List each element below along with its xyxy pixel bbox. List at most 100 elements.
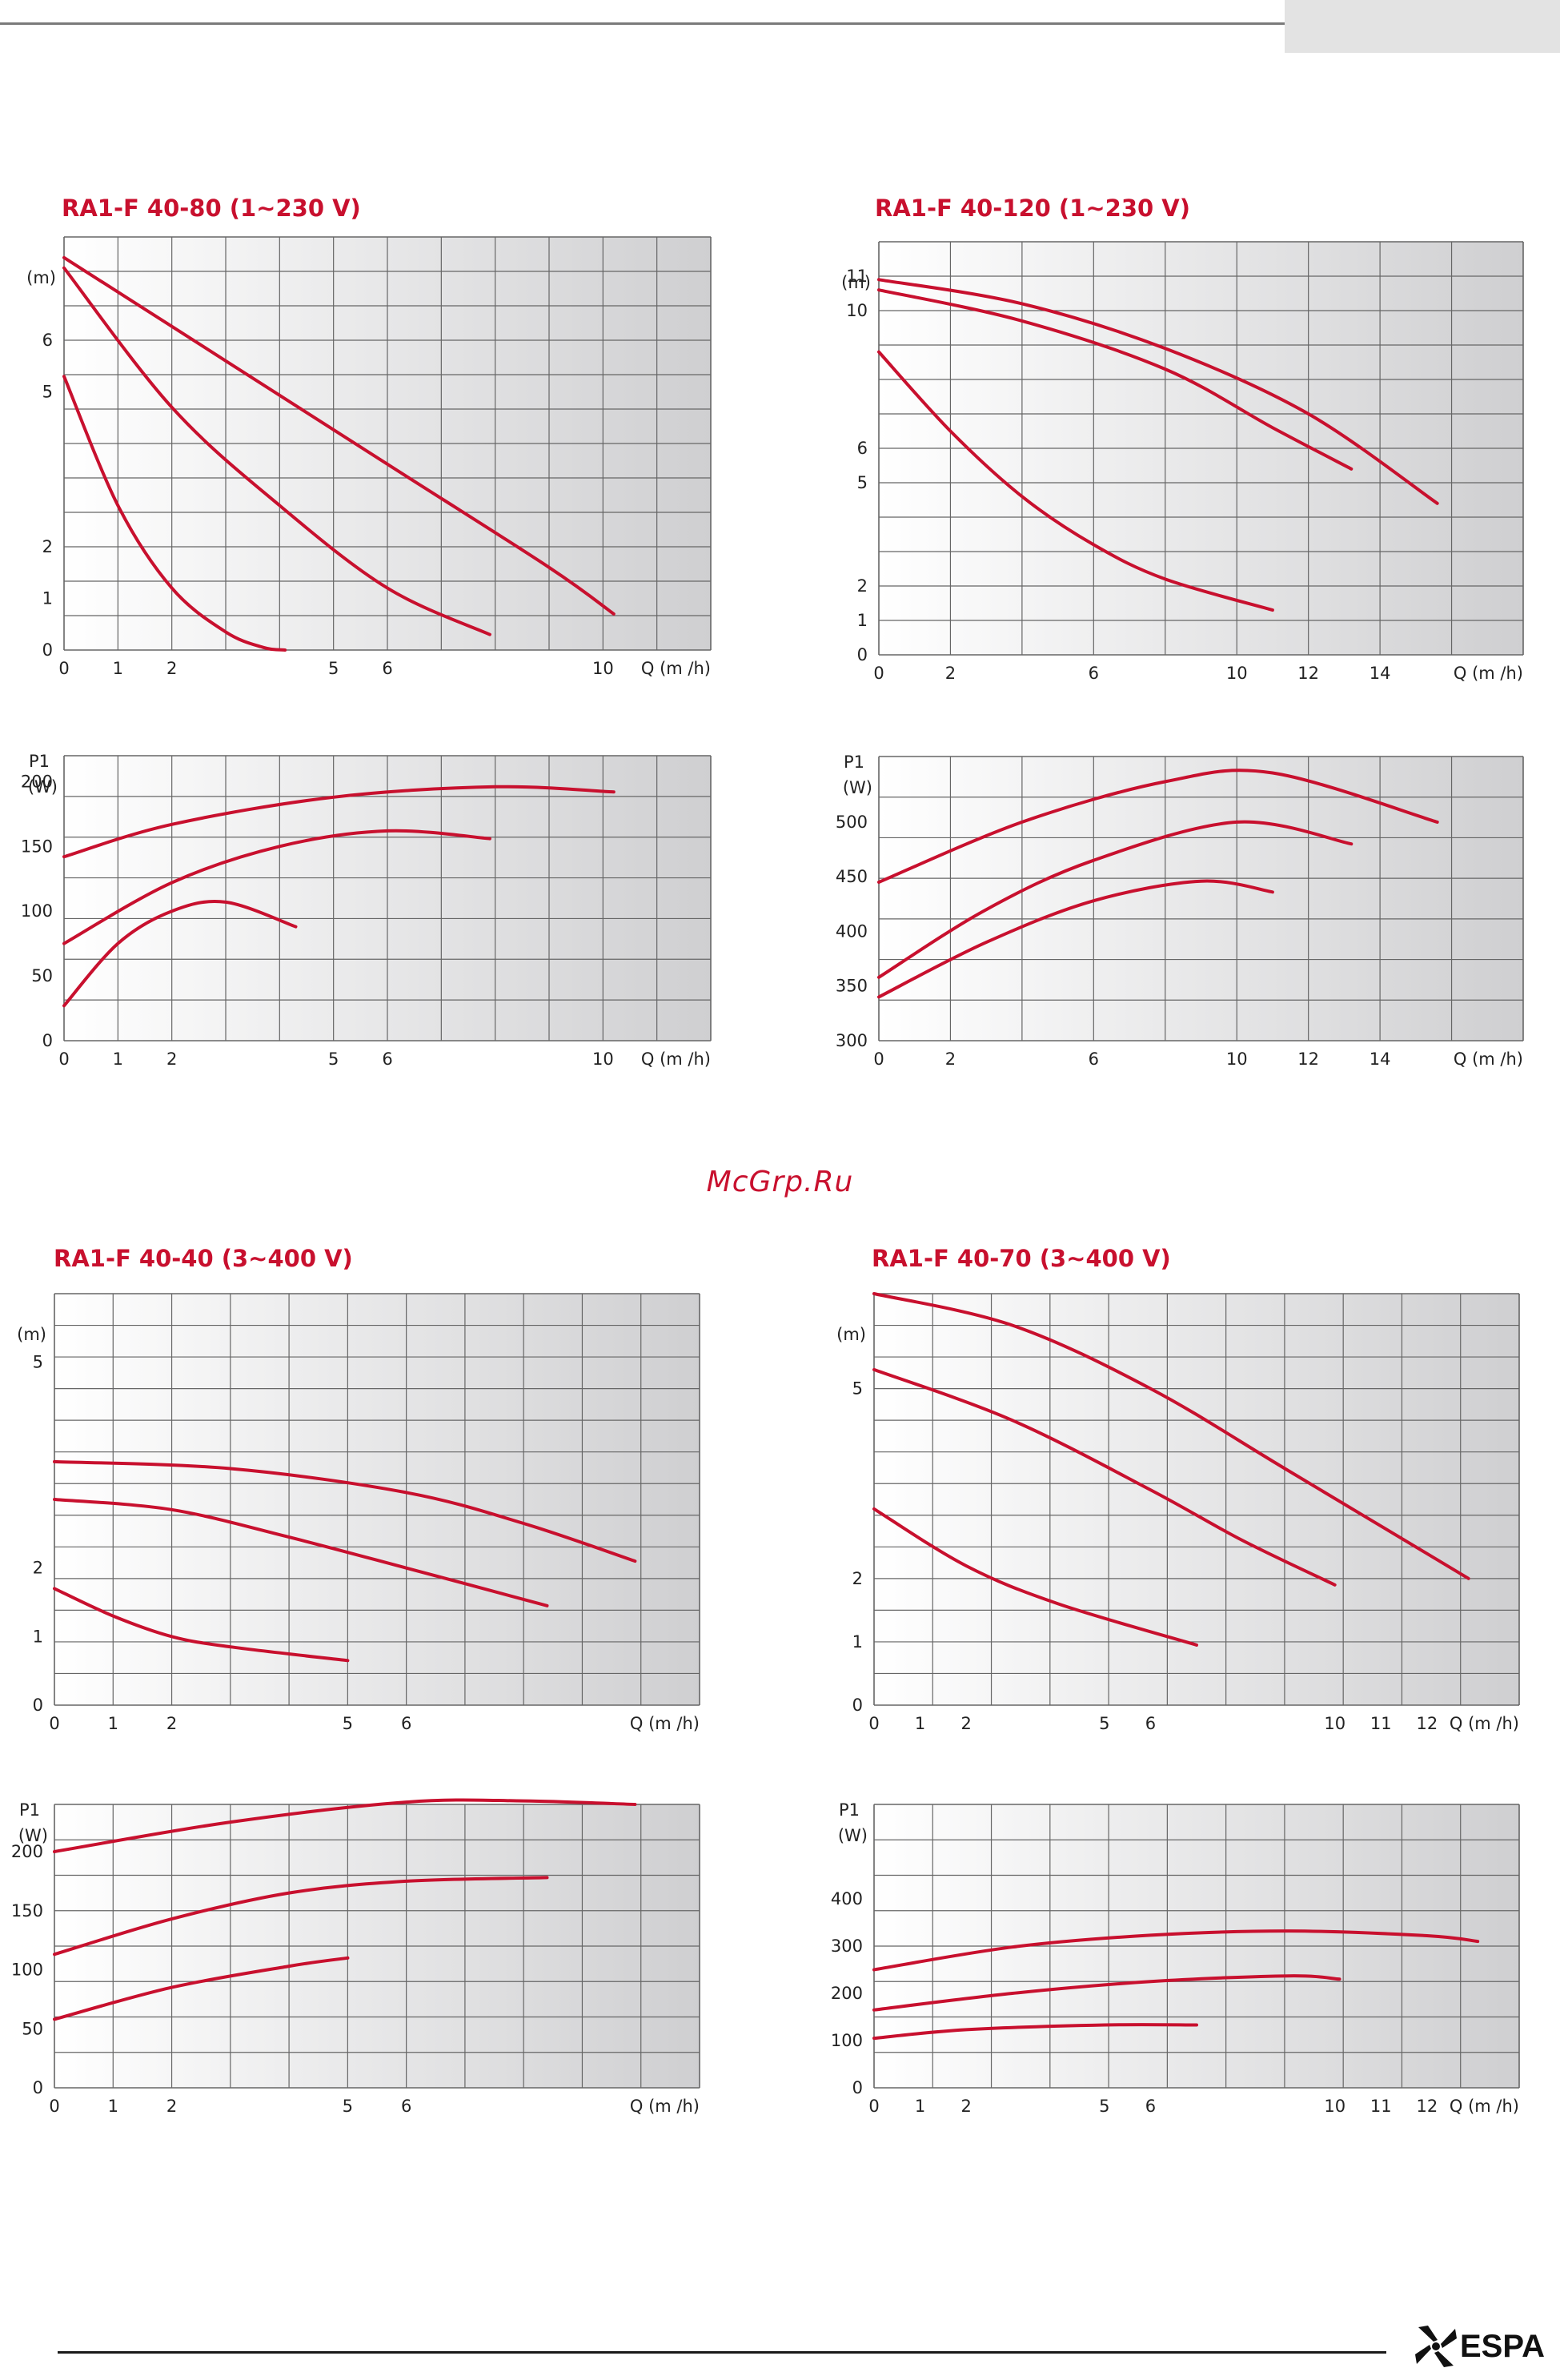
plot-area	[54, 1294, 700, 1705]
chart-c1: 0 1 2 5 6 10 Q (m /h) 0 1 2 5 6 (m)	[26, 236, 712, 678]
series-curve-3	[53, 1459, 637, 1563]
x-axis-label: Q (m /h)	[1450, 1714, 1519, 1733]
series-curve-3	[62, 785, 616, 859]
x-tick-label: 0	[868, 1714, 879, 1733]
y-tick-label: 1	[33, 1627, 43, 1646]
x-tick-label: 6	[1145, 1714, 1156, 1733]
plot-area	[879, 757, 1523, 1041]
x-tick-label: 0	[873, 664, 884, 683]
x-tick-label: 5	[343, 1714, 353, 1733]
series-curve-1	[62, 900, 298, 1008]
y-tick-label: 5	[42, 383, 53, 402]
series-curve-3	[877, 769, 1439, 884]
y-tick-label: 500	[836, 813, 868, 832]
espa-swirl-icon	[1415, 2326, 1457, 2367]
series-curve-3	[877, 278, 1439, 505]
y-tick-label: 2	[857, 576, 868, 596]
x-tick-label: 2	[166, 659, 177, 678]
y-axis-label: P1	[844, 753, 864, 772]
y-tick-label: 1	[852, 1632, 863, 1652]
y-axis-label: (m)	[17, 1325, 46, 1344]
y-axis-unit-label: (W)	[28, 777, 58, 797]
x-tick-label: 0	[58, 659, 69, 678]
series-curve-2	[872, 1367, 1337, 1587]
header-tab-block	[1285, 0, 1560, 53]
x-axis-label: Q (m /h)	[1454, 1050, 1523, 1069]
x-tick-label: 2	[945, 1050, 956, 1069]
y-tick-label: 200	[11, 1842, 43, 1861]
x-tick-label: 10	[592, 1050, 614, 1069]
y-axis-label: (m)	[836, 1325, 866, 1344]
y-tick-label: 0	[33, 1696, 43, 1715]
chart-title-ra1-f-40-40: RA1-F 40-40 (3~400 V)	[54, 1245, 353, 1272]
chart-c4: 0 2 6 10 12 14 Q (m /h) 300 350 400 450 500 P1 (W)	[836, 753, 1524, 1069]
x-tick-label: 14	[1370, 1050, 1391, 1069]
series-curve-2	[877, 820, 1353, 979]
series-curve-2	[62, 266, 491, 636]
chart-c7: 0 1 2 5 6 Q (m /h) 0 50 100 150 200 P1 (W)	[11, 1798, 700, 2116]
y-tick-label: 1	[857, 611, 868, 630]
x-tick-label: 1	[113, 1050, 123, 1069]
y-axis-unit-label: (W)	[18, 1826, 48, 1845]
x-tick-label: 12	[1416, 1714, 1438, 1733]
y-tick-label: 100	[21, 901, 53, 921]
x-tick-label: 11	[1370, 2097, 1392, 2116]
x-tick-label: 5	[328, 659, 339, 678]
series-curve-3	[872, 1292, 1470, 1580]
y-tick-label: 200	[831, 1984, 863, 2003]
y-tick-label: 0	[857, 645, 868, 664]
y-tick-label: 0	[42, 640, 53, 660]
y-tick-label: 1	[42, 589, 53, 608]
x-tick-label: 10	[592, 659, 614, 678]
y-tick-label: 300	[831, 1937, 863, 1956]
series-curve-2	[877, 288, 1353, 471]
series-curve-1	[53, 1956, 350, 2021]
x-tick-label: 2	[166, 2097, 177, 2116]
x-tick-label: 6	[1089, 1050, 1099, 1069]
chart-title-ra1-f-40-70: RA1-F 40-70 (3~400 V)	[872, 1245, 1171, 1272]
y-tick-label: 6	[42, 331, 53, 350]
x-tick-label: 6	[382, 1050, 392, 1069]
y-axis-label: P1	[29, 752, 50, 771]
series-curve-2	[62, 829, 491, 945]
series-curve-1	[872, 2023, 1198, 2041]
y-axis-unit-label: (W)	[843, 778, 872, 797]
y-axis-unit-label: (W)	[838, 1826, 868, 1845]
y-tick-label: 10	[846, 301, 868, 320]
y-tick-label: 200	[21, 772, 53, 791]
y-tick-label: 0	[42, 1031, 53, 1050]
x-axis-label: Q (m /h)	[1450, 2097, 1519, 2116]
watermark-text: McGrp.Ru	[706, 1166, 854, 1198]
y-tick-label: 0	[852, 1696, 863, 1715]
y-tick-label: 5	[857, 473, 868, 492]
series-curve-3	[53, 1798, 637, 1853]
x-axis-label: Q (m /h)	[630, 2097, 700, 2116]
y-tick-label: 5	[852, 1379, 863, 1399]
series-curve-1	[62, 375, 287, 652]
x-tick-label: 10	[1226, 1050, 1248, 1069]
x-tick-label: 1	[113, 659, 123, 678]
x-axis-label: Q (m /h)	[641, 659, 711, 678]
x-tick-label: 10	[1226, 664, 1248, 683]
y-tick-label: 100	[831, 2031, 863, 2050]
series-curve-3	[872, 1929, 1480, 1972]
y-tick-label: 0	[852, 2078, 863, 2097]
y-tick-label: 150	[11, 1901, 43, 1920]
y-tick-label: 300	[836, 1031, 868, 1050]
x-axis-label: Q (m /h)	[630, 1714, 700, 1733]
x-tick-label: 2	[960, 1714, 971, 1733]
x-tick-label: 1	[108, 2097, 118, 2116]
x-tick-label: 5	[1099, 2097, 1109, 2116]
y-tick-label: 450	[836, 867, 868, 886]
series-curve-2	[872, 1974, 1341, 2012]
y-tick-label: 400	[831, 1889, 863, 1908]
x-axis-label: Q (m /h)	[1454, 664, 1523, 683]
x-tick-label: 12	[1297, 1050, 1319, 1069]
y-axis-label: (m)	[26, 268, 56, 287]
x-tick-label: 11	[1370, 1714, 1392, 1733]
x-tick-label: 2	[960, 2097, 971, 2116]
